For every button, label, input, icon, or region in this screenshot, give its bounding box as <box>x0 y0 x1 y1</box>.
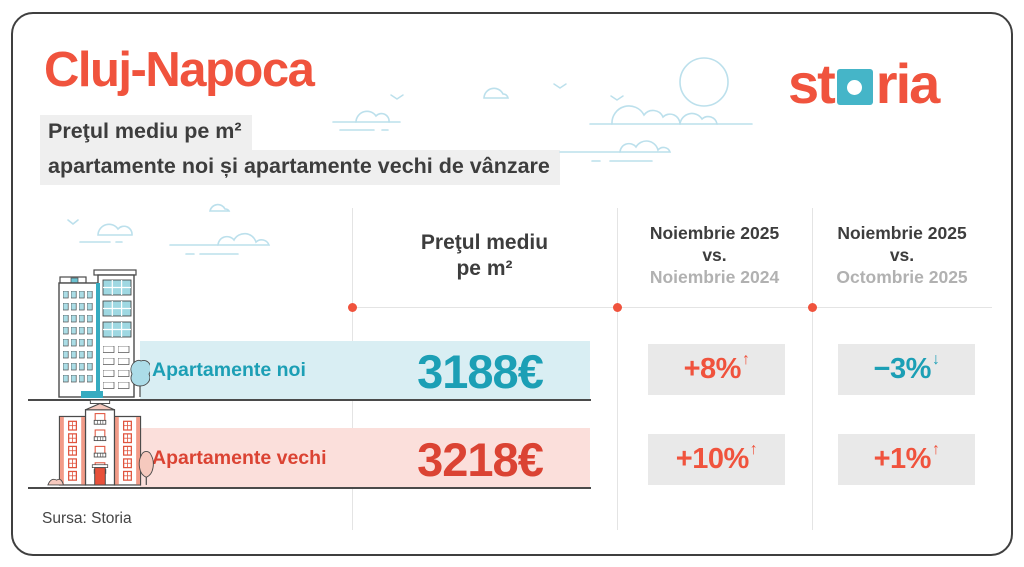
cloud-decoration <box>552 118 712 168</box>
bird-decoration <box>610 94 624 102</box>
down-arrow-icon: ↓ <box>931 351 940 368</box>
column-header-mom: Noiembrie 2025 vs. Octombrie 2025 <box>836 223 968 287</box>
cloud-decoration <box>478 84 520 100</box>
ground-line <box>28 487 591 489</box>
subtitle-line-1: Preţul mediu pe m² <box>40 115 252 150</box>
sun-cloud-decoration <box>582 48 772 140</box>
old-building-illustration <box>46 399 154 486</box>
logo-text-st: st <box>788 52 836 116</box>
column-header-price: Preţul mediu pe m² <box>420 231 549 280</box>
logo-text-ria: ria <box>875 52 940 116</box>
header-row-divider <box>352 307 992 308</box>
row-label: Apartamente noi <box>152 359 306 381</box>
badge-noi-yoy: +8% ↑ <box>648 344 785 395</box>
divider-dot <box>808 303 817 312</box>
bird-decoration <box>390 93 404 101</box>
price-value-noi: 3188€ <box>417 345 544 398</box>
up-arrow-icon: ↑ <box>931 441 940 458</box>
storia-o-dot <box>847 79 863 95</box>
cloud-decoration <box>58 203 288 265</box>
divider-dot <box>613 303 622 312</box>
up-arrow-icon: ↑ <box>749 441 758 458</box>
price-value-vechi: 3218€ <box>417 433 544 486</box>
row-label: Apartamente vechi <box>152 446 327 469</box>
new-building-illustration <box>58 269 150 398</box>
source-note: Sursa: Storia <box>42 510 132 527</box>
column-divider <box>617 208 618 530</box>
bird-decoration <box>553 82 567 90</box>
ground-line <box>28 399 591 401</box>
badge-vechi-yoy: +10% ↑ <box>648 434 785 485</box>
up-arrow-icon: ↑ <box>741 351 750 368</box>
badge-noi-mom: −3% ↓ <box>838 344 975 395</box>
storia-o-icon <box>836 69 873 105</box>
page-title: Cluj-Napoca <box>44 43 315 97</box>
row-apartamente-noi: Apartamente noi <box>140 341 590 400</box>
column-divider <box>812 208 813 530</box>
cloud-decoration <box>330 92 445 140</box>
column-header-yoy: Noiembrie 2025 vs. Noiembrie 2024 <box>649 223 780 287</box>
subtitle-line-2: apartamente noi și apartamente vechi de … <box>40 150 560 185</box>
row-apartamente-vechi: Apartamente vechi <box>140 428 590 488</box>
badge-vechi-mom: +1% ↑ <box>838 434 975 485</box>
storia-logo: st ria <box>788 52 940 116</box>
divider-dot <box>348 303 357 312</box>
